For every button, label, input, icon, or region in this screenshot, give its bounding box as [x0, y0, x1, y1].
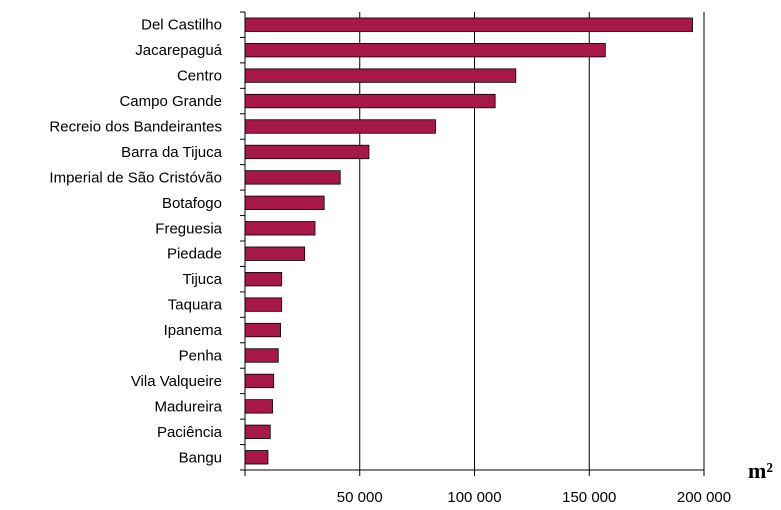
- bar: [244, 170, 341, 185]
- category-label: Recreio dos Bandeirantes: [49, 119, 222, 136]
- bar: [244, 68, 517, 83]
- category-label: Jacarepaguá: [135, 42, 222, 59]
- x-axis-unit-label: m²: [748, 458, 773, 483]
- bar: [244, 297, 283, 312]
- category-label: Imperial de São Cristóvão: [49, 169, 222, 186]
- bar: [244, 43, 606, 58]
- bar: [244, 17, 693, 32]
- category-label: Centro: [177, 68, 222, 85]
- bar: [244, 399, 273, 414]
- bar: [244, 119, 436, 134]
- bars: [244, 17, 693, 465]
- category-label: Botafogo: [162, 195, 222, 212]
- category-labels: Del Castilho Jacarepaguá Centro Campo Grand…: [49, 17, 222, 467]
- category-label: Taquara: [168, 297, 223, 314]
- bar: [244, 246, 306, 261]
- category-label: Bangu: [179, 449, 222, 466]
- gridlines: [359, 12, 705, 470]
- category-label: Freguesia: [155, 220, 222, 237]
- category-label: Paciência: [157, 424, 223, 441]
- category-label: Campo Grande: [119, 93, 222, 110]
- x-tick-label: 100 000: [447, 489, 501, 506]
- bar: [244, 144, 370, 160]
- category-label: Madureira: [154, 398, 222, 415]
- axes: [240, 11, 705, 476]
- bar: [244, 93, 496, 109]
- bar: [244, 221, 316, 236]
- category-label: Tijuca: [183, 271, 223, 288]
- category-label: Ipanema: [164, 322, 223, 339]
- bar: [244, 272, 283, 287]
- category-label: Penha: [179, 348, 223, 365]
- bar: [244, 195, 325, 210]
- bar: [244, 424, 271, 439]
- x-tick-label: 150 000: [562, 489, 616, 506]
- x-tick-labels: 50 000 100 000 150 000 200 000: [337, 489, 731, 506]
- bar: [244, 450, 269, 465]
- category-label: Barra da Tijuca: [121, 144, 223, 161]
- category-label: Piedade: [167, 246, 222, 263]
- bar: [244, 348, 279, 363]
- x-tick-label: 200 000: [677, 489, 731, 506]
- bar: [244, 322, 281, 338]
- category-label: Vila Valqueire: [131, 373, 222, 390]
- bar: [244, 373, 275, 389]
- x-tick-label: 50 000: [337, 489, 383, 506]
- category-label: Del Castilho: [141, 17, 222, 34]
